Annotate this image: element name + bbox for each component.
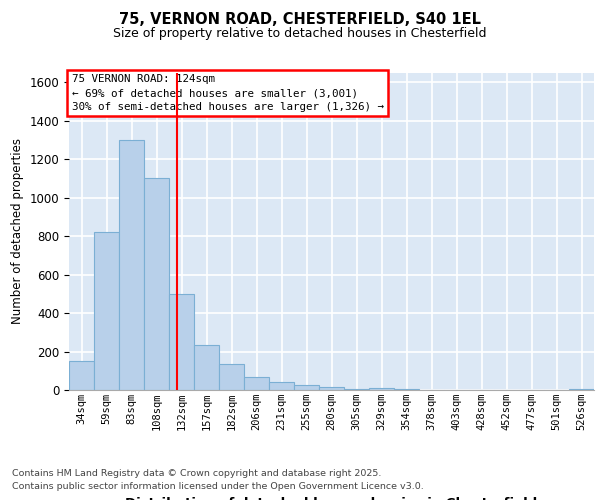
Bar — [144, 178, 169, 390]
Bar — [119, 140, 144, 390]
Bar — [369, 388, 394, 390]
Text: Contains public sector information licensed under the Open Government Licence v3: Contains public sector information licen… — [12, 482, 424, 491]
Bar — [94, 232, 119, 390]
Text: 75 VERNON ROAD: 124sqm
← 69% of detached houses are smaller (3,001)
30% of semi-: 75 VERNON ROAD: 124sqm ← 69% of detached… — [71, 74, 383, 112]
Bar — [294, 385, 319, 390]
Bar — [569, 389, 594, 390]
Text: Size of property relative to detached houses in Chesterfield: Size of property relative to detached ho… — [113, 28, 487, 40]
Bar — [169, 294, 194, 390]
Y-axis label: Number of detached properties: Number of detached properties — [11, 138, 24, 324]
Text: 75, VERNON ROAD, CHESTERFIELD, S40 1EL: 75, VERNON ROAD, CHESTERFIELD, S40 1EL — [119, 12, 481, 28]
Bar — [194, 345, 219, 390]
Bar — [69, 361, 94, 390]
Bar — [319, 387, 344, 390]
Text: Contains HM Land Registry data © Crown copyright and database right 2025.: Contains HM Land Registry data © Crown c… — [12, 468, 382, 477]
Bar — [269, 382, 294, 390]
X-axis label: Distribution of detached houses by size in Chesterfield: Distribution of detached houses by size … — [125, 497, 538, 500]
Bar — [219, 364, 244, 390]
Bar — [244, 378, 269, 390]
